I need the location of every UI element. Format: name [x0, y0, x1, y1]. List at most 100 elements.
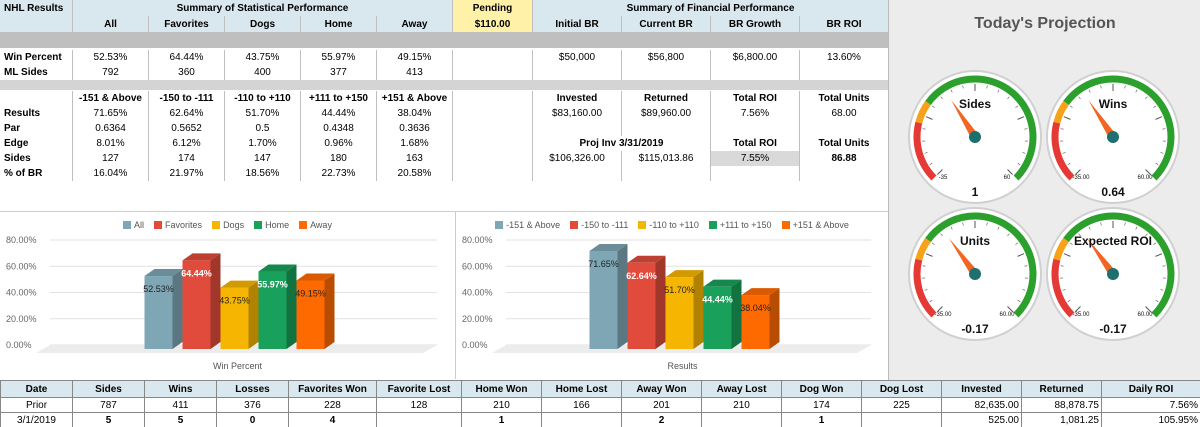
range-value-cell[interactable]: 174 — [148, 151, 224, 166]
daily-cell[interactable]: 525.00 — [941, 412, 1022, 427]
daily-cell[interactable]: 1,081.25 — [1021, 412, 1102, 427]
range-value-cell[interactable]: 71.65% — [72, 106, 148, 121]
daily-cell[interactable]: 210 — [701, 397, 782, 413]
sheet-title[interactable]: NHL Results — [0, 0, 72, 16]
range-value-cell[interactable]: 127 — [72, 151, 148, 166]
blank-cell[interactable] — [452, 151, 532, 166]
win-percent-cell[interactable]: 43.75% — [224, 50, 300, 65]
range-value-cell[interactable]: 1.68% — [376, 136, 452, 151]
range-column-header[interactable]: -150 to -111 — [148, 91, 224, 106]
range-value-cell[interactable]: 0.5 — [224, 121, 300, 136]
invest-value-cell[interactable]: $83,160.00 — [532, 106, 621, 121]
blank-cell[interactable] — [0, 91, 72, 106]
bar[interactable] — [296, 273, 335, 349]
blank-cell[interactable] — [452, 106, 532, 121]
bar[interactable] — [182, 253, 221, 349]
legend-item[interactable]: Home — [254, 220, 289, 230]
daily-cell[interactable] — [376, 412, 462, 427]
daily-cell[interactable] — [861, 412, 942, 427]
ml-sides-cell[interactable]: 792 — [72, 65, 148, 80]
daily-cell[interactable]: 376 — [216, 397, 289, 413]
row-label[interactable]: Edge — [4, 138, 29, 149]
blank-cell[interactable] — [799, 65, 888, 80]
invest-value-cell[interactable]: $89,960.00 — [621, 106, 710, 121]
bar[interactable] — [703, 279, 742, 349]
range-value-cell[interactable]: 0.96% — [300, 136, 376, 151]
daily-cell[interactable]: 225 — [861, 397, 942, 413]
blank-cell[interactable] — [452, 166, 532, 181]
fin-column-header[interactable]: Current BR — [621, 16, 710, 32]
legend-item[interactable]: -151 & Above — [495, 220, 560, 230]
row-label[interactable]: Sides — [4, 153, 31, 164]
daily-column-header[interactable]: Dog Won — [781, 380, 862, 398]
daily-cell[interactable]: 105.95% — [1101, 412, 1200, 427]
separator-band[interactable] — [0, 80, 888, 90]
range-value-cell[interactable]: 62.64% — [148, 106, 224, 121]
daily-cell[interactable] — [541, 412, 622, 427]
bar[interactable] — [741, 288, 780, 349]
row-label[interactable]: Par — [4, 123, 21, 134]
daily-column-header[interactable]: Dog Lost — [861, 380, 942, 398]
blank-cell[interactable] — [621, 121, 710, 136]
row-label[interactable]: % of BR — [4, 168, 43, 179]
daily-cell[interactable]: 1 — [461, 412, 542, 427]
range-value-cell[interactable]: 0.4348 — [300, 121, 376, 136]
daily-column-header[interactable]: Losses — [216, 380, 289, 398]
legend-item[interactable]: All — [123, 220, 144, 230]
win-percent-cell[interactable]: 49.15% — [376, 50, 452, 65]
daily-cell[interactable]: 2 — [621, 412, 702, 427]
daily-column-header[interactable]: Away Lost — [701, 380, 782, 398]
legend-item[interactable]: Favorites — [154, 220, 202, 230]
invest-value-cell[interactable]: 7.56% — [710, 106, 799, 121]
range-value-cell[interactable]: 38.04% — [376, 106, 452, 121]
range-value-cell[interactable]: 20.58% — [376, 166, 452, 181]
range-value-cell[interactable]: 0.6364 — [72, 121, 148, 136]
fin-header[interactable]: Summary of Financial Performance — [532, 0, 888, 16]
range-value-cell[interactable]: 44.44% — [300, 106, 376, 121]
bar[interactable] — [665, 270, 704, 349]
proj-header[interactable]: Total ROI — [710, 136, 799, 151]
daily-column-header[interactable]: Sides — [72, 380, 145, 398]
daily-cell[interactable]: 7.56% — [1101, 397, 1200, 413]
stat-column-header[interactable]: Dogs — [224, 16, 300, 32]
daily-cell[interactable]: 5 — [72, 412, 145, 427]
blank-cell[interactable] — [799, 121, 888, 136]
ml-sides-cell[interactable]: 413 — [376, 65, 452, 80]
stat-column-header[interactable]: Favorites — [148, 16, 224, 32]
blank-cell[interactable] — [452, 121, 532, 136]
bar[interactable] — [589, 243, 628, 349]
range-value-cell[interactable]: 180 — [300, 151, 376, 166]
blank-cell[interactable] — [532, 121, 621, 136]
legend-item[interactable]: -150 to -111 — [570, 220, 628, 230]
proj-value-cell[interactable]: $115,013.86 — [621, 151, 710, 166]
bar[interactable] — [220, 280, 259, 349]
legend-item[interactable]: +151 & Above — [781, 220, 849, 230]
proj-value-cell[interactable]: $106,326.00 — [532, 151, 621, 166]
stat-column-header[interactable]: Away — [376, 16, 452, 32]
fin-value-cell[interactable]: $50,000 — [532, 50, 621, 65]
range-value-cell[interactable]: 163 — [376, 151, 452, 166]
fin-value-cell[interactable]: $6,800.00 — [710, 50, 799, 65]
legend-item[interactable]: Away — [299, 220, 332, 230]
invest-header[interactable]: Total ROI — [710, 91, 799, 106]
stat-column-header[interactable]: All — [72, 16, 148, 32]
win-percent-cell[interactable]: 52.53% — [72, 50, 148, 65]
blank-cell[interactable] — [452, 136, 532, 151]
range-column-header[interactable]: -151 & Above — [72, 91, 148, 106]
daily-column-header[interactable]: Favorite Lost — [376, 380, 462, 398]
ml-sides-cell[interactable]: 400 — [224, 65, 300, 80]
range-value-cell[interactable]: 0.5652 — [148, 121, 224, 136]
blank-cell[interactable] — [621, 166, 710, 181]
daily-column-header[interactable]: Away Won — [621, 380, 702, 398]
blank-cell[interactable] — [710, 65, 799, 80]
daily-cell[interactable]: 787 — [72, 397, 145, 413]
daily-cell[interactable] — [701, 412, 782, 427]
win-percent-cell[interactable]: 64.44% — [148, 50, 224, 65]
daily-column-header[interactable]: Favorites Won — [288, 380, 377, 398]
daily-cell[interactable]: 5 — [144, 412, 217, 427]
daily-cell[interactable]: 166 — [541, 397, 622, 413]
range-column-header[interactable]: +151 & Above — [376, 91, 452, 106]
stat-header[interactable]: Summary of Statistical Performance — [72, 0, 452, 16]
daily-column-header[interactable]: Date — [0, 380, 73, 398]
row-label[interactable]: Win Percent — [4, 52, 62, 63]
